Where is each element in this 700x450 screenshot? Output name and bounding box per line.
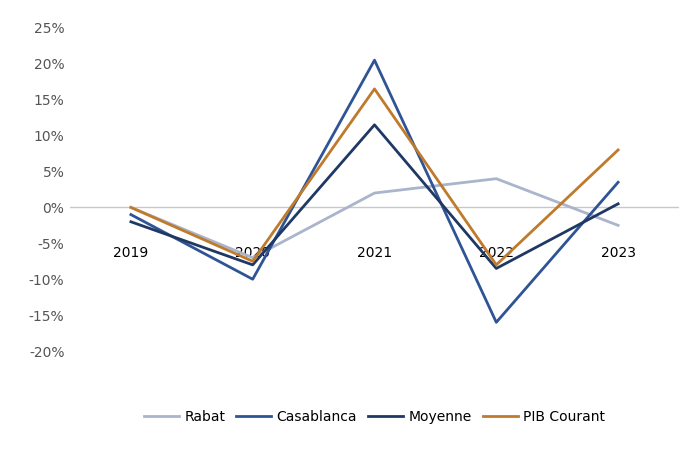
- Rabat: [370, 190, 379, 196]
- Rabat: [127, 205, 135, 210]
- PIB Courant: [614, 147, 622, 153]
- Rabat: [492, 176, 500, 181]
- Casablanca: [492, 320, 500, 325]
- Line: Rabat: Rabat: [131, 179, 618, 258]
- PIB Courant: [370, 86, 379, 92]
- Moyenne: [370, 122, 379, 127]
- Casablanca: [127, 212, 135, 217]
- PIB Courant: [127, 205, 135, 210]
- PIB Courant: [492, 262, 500, 268]
- Line: Casablanca: Casablanca: [131, 60, 618, 322]
- PIB Courant: [248, 259, 257, 264]
- Casablanca: [370, 58, 379, 63]
- Line: PIB Courant: PIB Courant: [131, 89, 618, 265]
- Moyenne: [492, 266, 500, 271]
- Casablanca: [248, 277, 257, 282]
- Casablanca: [614, 180, 622, 185]
- Moyenne: [248, 262, 257, 268]
- Moyenne: [614, 201, 622, 207]
- Rabat: [248, 255, 257, 261]
- Moyenne: [127, 219, 135, 225]
- Legend: Rabat, Casablanca, Moyenne, PIB Courant: Rabat, Casablanca, Moyenne, PIB Courant: [139, 405, 610, 429]
- Line: Moyenne: Moyenne: [131, 125, 618, 269]
- Rabat: [614, 223, 622, 228]
